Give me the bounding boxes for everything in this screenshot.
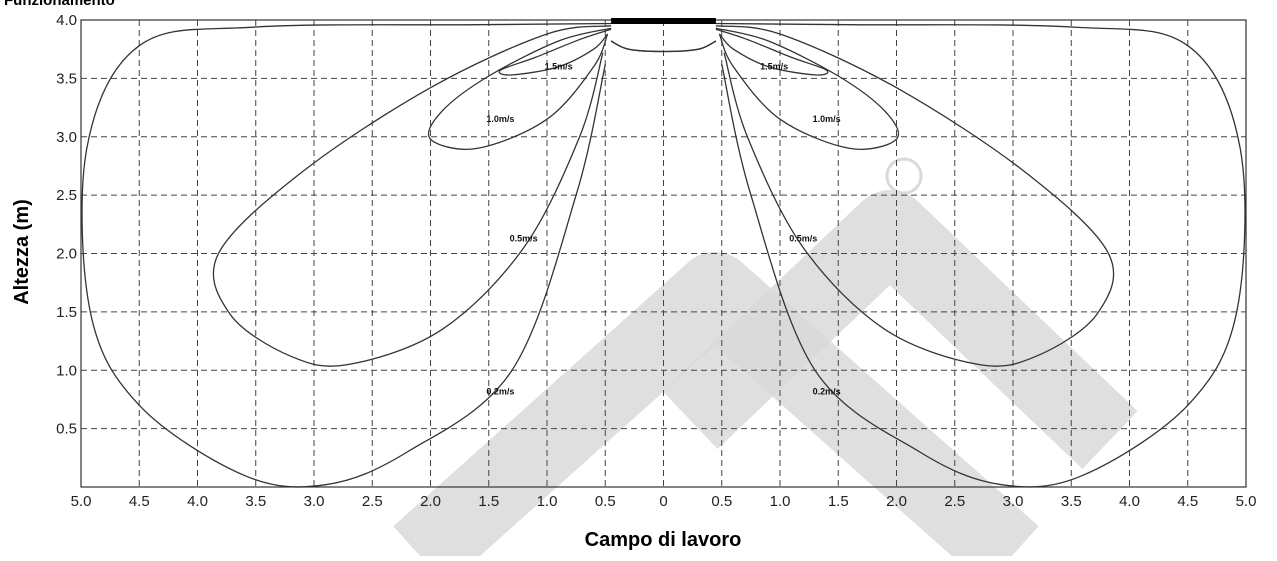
x-tick-label-10: 0	[659, 493, 667, 510]
series-line-1-5m-s-right	[715, 28, 829, 76]
y-tick-label-0: 0.5	[56, 421, 77, 438]
x-axis-title: Campo di lavoro	[585, 529, 742, 551]
series-labels: 1.5m/s 1.5m/s 1.0m/s 1.0m/s 0.5m/s 0.5m/s 0.2m…	[486, 62, 840, 397]
x-tick-label-18: 4.0	[1119, 493, 1140, 510]
series-line-0-2m-s-right	[715, 22, 1246, 488]
series-line-0-2m-s-left	[81, 22, 612, 488]
series-label-3-0: 0.2m/s	[486, 386, 514, 396]
x-axis-ticks: 5.0 4.5 4.0 3.5 3.0 2.5 2.0 1.5 1.0 0.5 0 0.5 1.0 1.5…	[71, 493, 1257, 510]
x-tick-label-16: 3.0	[1003, 493, 1024, 510]
series-label-2-1: 0.5m/s	[789, 233, 817, 243]
watermark-copyright-icon	[885, 157, 923, 195]
y-tick-label-1: 1.0	[56, 362, 77, 379]
y-tick-label-5: 3.0	[56, 129, 77, 146]
series-label-2-0: 0.5m/s	[510, 233, 538, 243]
watermark-stroke-1	[393, 252, 1039, 561]
y-tick-label-2: 1.5	[56, 304, 77, 321]
x-tick-label-1: 4.5	[129, 493, 150, 510]
series-label-1-1: 1.0m/s	[813, 114, 841, 124]
y-tick-label-3: 2.0	[56, 246, 77, 263]
series-label-0-1: 1.5m/s	[760, 62, 788, 72]
series-label-0-0: 1.5m/s	[545, 62, 573, 72]
series-label-1-0: 1.0m/s	[486, 114, 514, 124]
y-axis-title: Altezza (m)	[11, 199, 33, 305]
series-line-1-0m-s-right	[715, 27, 900, 150]
x-tick-label-5: 2.5	[362, 493, 383, 510]
x-tick-label-11: 0.5	[711, 493, 732, 510]
x-tick-label-13: 1.5	[828, 493, 849, 510]
x-tick-label-2: 4.0	[187, 493, 208, 510]
y-tick-label-7: 4.0	[56, 12, 77, 29]
chart-title: Funzionamento	[4, 0, 115, 9]
x-tick-label-8: 1.0	[537, 493, 558, 510]
x-tick-label-0: 5.0	[71, 493, 92, 510]
y-tick-label-4: 2.5	[56, 187, 77, 204]
grid	[81, 20, 1246, 487]
x-tick-label-4: 3.0	[304, 493, 325, 510]
series-line-1-0m-s-left	[427, 27, 612, 150]
x-tick-label-9: 0.5	[595, 493, 616, 510]
x-tick-label-14: 2.0	[886, 493, 907, 510]
x-tick-label-17: 3.5	[1061, 493, 1082, 510]
y-axis-ticks: 0.5 1.0 1.5 2.0 2.5 3.0 3.5 4.0	[56, 12, 77, 438]
series-line-inner-4-right	[610, 40, 717, 53]
x-tick-label-6: 2.0	[420, 493, 441, 510]
series-line-1-5m-s-left	[498, 28, 612, 76]
series-label-3-1: 0.2m/s	[813, 386, 841, 396]
x-tick-label-12: 1.0	[770, 493, 791, 510]
y-tick-label-6: 3.5	[56, 70, 77, 87]
x-tick-label-3: 3.5	[245, 493, 266, 510]
x-tick-label-19: 4.5	[1177, 493, 1198, 510]
series-line-0-5m-s-left	[212, 25, 612, 367]
series-line-0-5m-s-right	[715, 25, 1115, 367]
series-group	[81, 18, 1246, 488]
x-tick-label-15: 2.5	[944, 493, 965, 510]
x-tick-label-7: 1.5	[478, 493, 499, 510]
x-tick-label-20: 5.0	[1236, 493, 1257, 510]
